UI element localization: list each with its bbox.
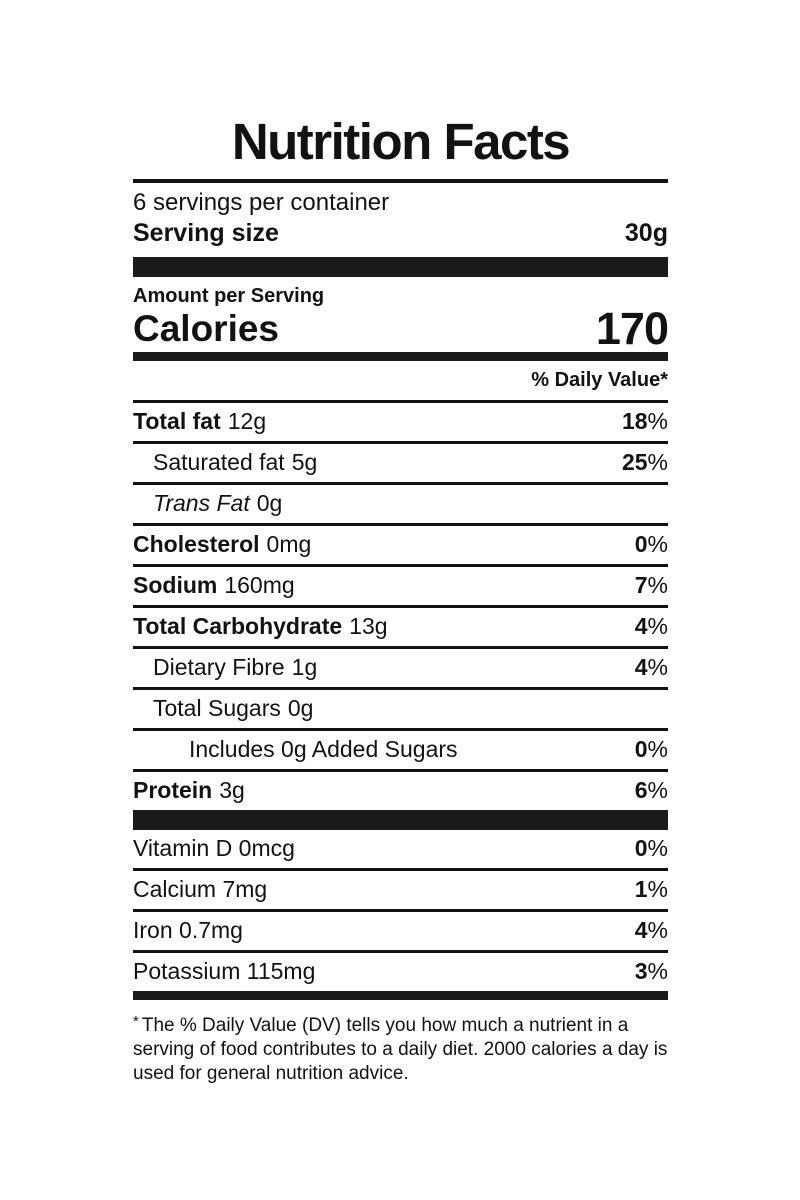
nutrient-name: Cholesterol 0mg	[133, 531, 312, 557]
nutrition-facts-title: Nutrition Facts	[133, 112, 668, 183]
nutrient-row-protein: Protein 3g 6%	[133, 772, 668, 810]
nutrition-facts-panel: Nutrition Facts 6 servings per container…	[133, 112, 669, 1086]
vitamin-dv: 4%	[634, 917, 668, 943]
nutrient-dv: 4%	[634, 654, 668, 680]
nutrient-amount: 0g	[256, 490, 283, 516]
divider-bar-medium-calories	[133, 352, 668, 361]
vitamin-dv: 0%	[634, 835, 668, 861]
footnote-asterisk: *	[133, 1013, 139, 1030]
nutrient-name: Total Carbohydrate 13g	[133, 613, 388, 639]
nutrient-name: Saturated fat 5g	[153, 449, 318, 475]
servings-per-container: 6 servings per container	[133, 189, 390, 216]
serving-size-value: 30g	[624, 219, 668, 247]
amount-per-serving-label: Amount per Serving	[133, 285, 325, 307]
nutrient-amount: 0mg	[266, 531, 312, 557]
nutrient-row-saturated-fat: Saturated fat 5g 25%	[133, 444, 668, 485]
nutrient-row-total-fat: Total fat 12g 18%	[133, 403, 668, 444]
nutrient-name: Includes 0g Added Sugars	[189, 736, 458, 762]
nutrient-amount: 160mg	[224, 572, 295, 598]
vitamin-name: Vitamin D 0mcg	[133, 835, 295, 861]
nutrient-row-total-carbohydrate: Total Carbohydrate 13g 4%	[133, 608, 668, 649]
nutrient-dv: 7%	[634, 572, 668, 598]
nutrient-row-sodium: Sodium 160mg 7%	[133, 567, 668, 608]
calories-row: Calories 170	[133, 303, 669, 354]
vitamin-dv: 3%	[634, 958, 668, 984]
nutrient-amount: 13g	[349, 613, 388, 639]
nutrient-amount: 3g	[219, 777, 245, 803]
nutrient-name: Protein 3g	[133, 777, 245, 803]
footnote-text: The % Daily Value (DV) tells you how muc…	[133, 1015, 668, 1084]
nutrient-name: Dietary Fibre 1g	[153, 654, 318, 680]
vitamin-dv: 1%	[634, 876, 668, 902]
divider-bar-thick-protein	[133, 810, 668, 830]
nutrient-row-trans-fat: Trans Fat 0g	[133, 485, 668, 526]
vitamin-row-calcium: Calcium 7mg 1%	[133, 871, 668, 912]
nutrient-row-dietary-fibre: Dietary Fibre 1g 4%	[133, 649, 668, 690]
calories-value: 170	[595, 303, 669, 354]
nutrient-dv: 0%	[634, 736, 668, 762]
serving-size-row: Serving size 30g	[133, 217, 668, 257]
vitamin-row-potassium: Potassium 115mg 3%	[133, 953, 668, 991]
nutrient-amount: 0g	[287, 695, 314, 721]
calories-label: Calories	[133, 308, 280, 349]
nutrient-amount: 5g	[291, 449, 318, 475]
nutrient-amount: 1g	[291, 654, 318, 680]
daily-value-footnote: * The % Daily Value (DV) tells you how mu…	[133, 1000, 668, 1086]
daily-value-header: % Daily Value*	[133, 361, 668, 403]
vitamin-row-vitamin-d: Vitamin D 0mcg 0%	[133, 830, 668, 871]
nutrient-name: Total fat 12g	[133, 408, 267, 434]
nutrient-amount: 12g	[227, 408, 267, 434]
vitamin-name: Calcium 7mg	[133, 876, 268, 902]
divider-bar-medium-bottom	[133, 991, 668, 1000]
nutrient-dv: 0%	[634, 531, 668, 557]
nutrient-dv: 4%	[634, 613, 668, 639]
nutrient-dv: 25%	[621, 449, 668, 475]
nutrient-dv: 18%	[621, 408, 668, 434]
nutrient-name: Sodium 160mg	[133, 572, 295, 598]
vitamin-name: Iron 0.7mg	[133, 917, 243, 943]
nutrient-dv: 6%	[634, 777, 668, 803]
serving-size-label: Serving size	[133, 219, 279, 247]
vitamin-row-iron: Iron 0.7mg 4%	[133, 912, 668, 953]
nutrient-name: Trans Fat 0g	[153, 490, 283, 516]
nutrient-name: Total Sugars 0g	[153, 695, 314, 721]
vitamin-name: Potassium 115mg	[133, 958, 316, 984]
nutrient-row-added-sugars: Includes 0g Added Sugars 0%	[133, 731, 668, 772]
nutrient-row-cholesterol: Cholesterol 0mg 0%	[133, 526, 668, 567]
divider-bar-thick-top	[133, 257, 668, 277]
nutrient-row-total-sugars: Total Sugars 0g	[133, 690, 668, 731]
